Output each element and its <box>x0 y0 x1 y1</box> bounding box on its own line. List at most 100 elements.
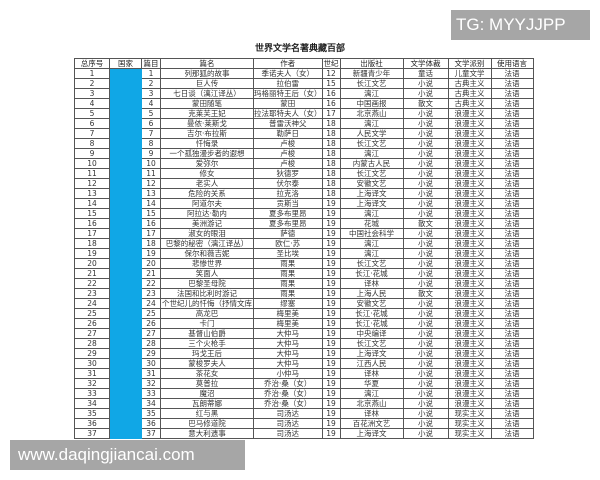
cell-language[interactable]: 法语 <box>490 238 534 249</box>
cell-publisher[interactable]: 长江文艺 <box>339 168 404 179</box>
header-country[interactable]: 国家 <box>109 58 142 69</box>
cell-author[interactable]: 梅里美 <box>253 318 323 329</box>
cell-publisher[interactable]: 北京燕山 <box>339 108 404 119</box>
cell-index[interactable]: 18 <box>74 238 110 249</box>
cell-author[interactable]: 大仲马 <box>253 328 323 339</box>
cell-country[interactable] <box>109 358 142 369</box>
header-century[interactable]: 世纪 <box>321 58 341 69</box>
cell-index[interactable]: 19 <box>74 248 110 259</box>
cell-genre[interactable]: 小说 <box>402 88 449 99</box>
cell-school[interactable]: 浪漫主义 <box>447 348 492 359</box>
cell-author[interactable]: 雨果 <box>253 268 323 279</box>
cell-country[interactable] <box>109 158 142 169</box>
cell-book-title[interactable]: 危险的关系 <box>160 188 254 199</box>
cell-century[interactable]: 19 <box>321 328 341 339</box>
cell-language[interactable]: 法语 <box>490 338 534 349</box>
cell-century[interactable]: 19 <box>321 268 341 279</box>
cell-school[interactable]: 浪漫主义 <box>447 188 492 199</box>
cell-publisher[interactable]: 漓江 <box>339 388 404 399</box>
cell-index[interactable]: 24 <box>74 298 110 309</box>
cell-item-no[interactable]: 3 <box>141 88 161 99</box>
header-genre[interactable]: 文学体裁 <box>402 58 449 69</box>
cell-genre[interactable]: 小说 <box>402 328 449 339</box>
cell-country[interactable] <box>109 288 142 299</box>
cell-school[interactable]: 现实主义 <box>447 408 492 419</box>
cell-genre[interactable]: 小说 <box>402 118 449 129</box>
cell-item-no[interactable]: 32 <box>141 378 161 389</box>
cell-index[interactable]: 16 <box>74 218 110 229</box>
cell-author[interactable]: 大仲马 <box>253 358 323 369</box>
cell-item-no[interactable]: 9 <box>141 148 161 159</box>
cell-century[interactable]: 19 <box>321 238 341 249</box>
cell-school[interactable]: 浪漫主义 <box>447 338 492 349</box>
cell-item-no[interactable]: 24 <box>141 298 161 309</box>
cell-item-no[interactable]: 25 <box>141 308 161 319</box>
cell-item-no[interactable]: 35 <box>141 408 161 419</box>
cell-country[interactable] <box>109 428 142 439</box>
cell-genre[interactable]: 小说 <box>402 148 449 159</box>
cell-publisher[interactable]: 长江文艺 <box>339 258 404 269</box>
cell-language[interactable]: 法语 <box>490 428 534 439</box>
cell-author[interactable]: 卢梭 <box>253 138 323 149</box>
cell-book-title[interactable]: 一个孤独漫步者的遐想 <box>160 148 254 159</box>
cell-book-title[interactable]: 蒙梭罗夫人 <box>160 358 254 369</box>
cell-language[interactable]: 法语 <box>490 378 534 389</box>
cell-language[interactable]: 法语 <box>490 358 534 369</box>
cell-genre[interactable]: 小说 <box>402 228 449 239</box>
cell-language[interactable]: 法语 <box>490 168 534 179</box>
cell-country[interactable] <box>109 308 142 319</box>
cell-item-no[interactable]: 28 <box>141 338 161 349</box>
cell-author[interactable]: 勒萨日 <box>253 128 323 139</box>
cell-publisher[interactable]: 漓江 <box>339 88 404 99</box>
cell-genre[interactable]: 散文 <box>402 218 449 229</box>
cell-author[interactable]: 蒙田 <box>253 98 323 109</box>
cell-book-title[interactable]: 美洲游记 <box>160 218 254 229</box>
cell-century[interactable]: 19 <box>321 378 341 389</box>
cell-language[interactable]: 法语 <box>490 398 534 409</box>
cell-item-no[interactable]: 33 <box>141 388 161 399</box>
cell-genre[interactable]: 小说 <box>402 408 449 419</box>
cell-country[interactable] <box>109 88 142 99</box>
cell-book-title[interactable]: 三个火枪手 <box>160 338 254 349</box>
cell-author[interactable]: 司汤达 <box>253 408 323 419</box>
cell-book-title[interactable]: 修女 <box>160 168 254 179</box>
cell-language[interactable]: 法语 <box>490 198 534 209</box>
cell-genre[interactable]: 小说 <box>402 428 449 439</box>
cell-index[interactable]: 36 <box>74 418 110 429</box>
cell-book-title[interactable]: 悲惨世界 <box>160 258 254 269</box>
cell-book-title[interactable]: 玛戈王后 <box>160 348 254 359</box>
cell-item-no[interactable]: 31 <box>141 368 161 379</box>
cell-country[interactable] <box>109 128 142 139</box>
cell-century[interactable]: 19 <box>321 408 341 419</box>
cell-genre[interactable]: 童话 <box>402 68 449 79</box>
cell-genre[interactable]: 小说 <box>402 278 449 289</box>
cell-publisher[interactable]: 上海译文 <box>339 188 404 199</box>
cell-century[interactable]: 19 <box>321 388 341 399</box>
cell-author[interactable]: 伏尔泰 <box>253 178 323 189</box>
cell-publisher[interactable]: 安徽文艺 <box>339 178 404 189</box>
cell-century[interactable]: 19 <box>321 258 341 269</box>
cell-century[interactable]: 19 <box>321 428 341 439</box>
cell-publisher[interactable]: 长江文艺 <box>339 338 404 349</box>
cell-century[interactable]: 19 <box>321 338 341 349</box>
cell-author[interactable]: 乔治·桑（女） <box>253 398 323 409</box>
cell-index[interactable]: 25 <box>74 308 110 319</box>
cell-item-no[interactable]: 13 <box>141 188 161 199</box>
cell-item-no[interactable]: 2 <box>141 78 161 89</box>
cell-book-title[interactable]: 卡门 <box>160 318 254 329</box>
cell-school[interactable]: 浪漫主义 <box>447 148 492 159</box>
cell-school[interactable]: 浪漫主义 <box>447 128 492 139</box>
cell-school[interactable]: 浪漫主义 <box>447 368 492 379</box>
cell-book-title[interactable]: 魔沼 <box>160 388 254 399</box>
cell-school[interactable]: 浪漫主义 <box>447 178 492 189</box>
cell-genre[interactable]: 小说 <box>402 298 449 309</box>
cell-language[interactable]: 法语 <box>490 208 534 219</box>
cell-school[interactable]: 儿童文学 <box>447 68 492 79</box>
cell-school[interactable]: 现实主义 <box>447 428 492 439</box>
cell-century[interactable]: 19 <box>321 348 341 359</box>
cell-publisher[interactable]: 长江文艺 <box>339 138 404 149</box>
cell-book-title[interactable]: 保尔和薇吉妮 <box>160 248 254 259</box>
cell-author[interactable]: 拉克洛 <box>253 188 323 199</box>
cell-index[interactable]: 13 <box>74 188 110 199</box>
cell-genre[interactable]: 小说 <box>402 188 449 199</box>
